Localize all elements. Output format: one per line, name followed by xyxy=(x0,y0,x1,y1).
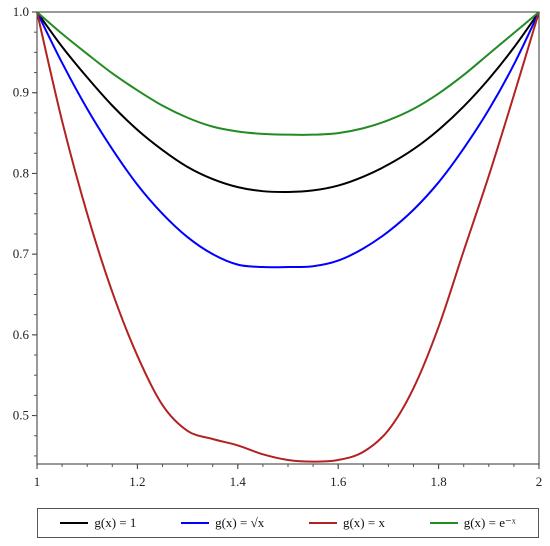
legend-item-g-sqrt: g(x) = √x xyxy=(181,515,264,531)
series-line-2 xyxy=(36,11,540,463)
y-tick-label: 0.7 xyxy=(13,246,30,261)
legend-label-g-sqrt: g(x) = √x xyxy=(215,515,265,530)
series-layer xyxy=(36,11,540,463)
x-tick-label: 1 xyxy=(34,474,41,489)
legend-swatch-green xyxy=(429,522,458,524)
legend-label-g-x: g(x) = x xyxy=(342,515,385,530)
x-tick-label: 2 xyxy=(536,474,543,489)
x-tick-label: 1.6 xyxy=(330,474,347,489)
legend-swatch-black xyxy=(60,522,89,524)
x-tick-label: 1.2 xyxy=(129,474,145,489)
legend-label-g-one: g(x) = 1 xyxy=(94,515,137,530)
legend-label-g-exp: g(x) = e⁻ˣ xyxy=(463,515,516,530)
plot-frame xyxy=(36,11,540,465)
x-tick-label: 1.4 xyxy=(230,474,247,489)
y-tick-label: 1.0 xyxy=(13,4,29,19)
y-tick-label: 0.5 xyxy=(13,408,29,423)
y-tick-label: 0.8 xyxy=(13,165,29,180)
y-tick-label: 0.9 xyxy=(13,85,29,100)
legend-item-g-x: g(x) = x xyxy=(308,515,385,531)
legend-swatch-blue xyxy=(181,522,210,524)
x-tick-label: 1.8 xyxy=(430,474,446,489)
series-line-0 xyxy=(36,11,540,194)
axes: 1 1.2 1.4 1.6 1.8 2 0.5 0.6 0.7 0.8 0.9 1.0 xyxy=(13,4,543,489)
legend-item-g-exp: g(x) = e⁻ˣ xyxy=(429,515,516,531)
series-line-1 xyxy=(36,11,540,269)
legend-swatch-red xyxy=(308,522,337,524)
legend-item-g-one: g(x) = 1 xyxy=(60,515,136,531)
legend: g(x) = 1 g(x) = √x g(x) = x g(x) = e⁻ˣ xyxy=(37,508,539,538)
y-tick-label: 0.6 xyxy=(13,327,30,342)
series-line-3 xyxy=(36,11,540,136)
